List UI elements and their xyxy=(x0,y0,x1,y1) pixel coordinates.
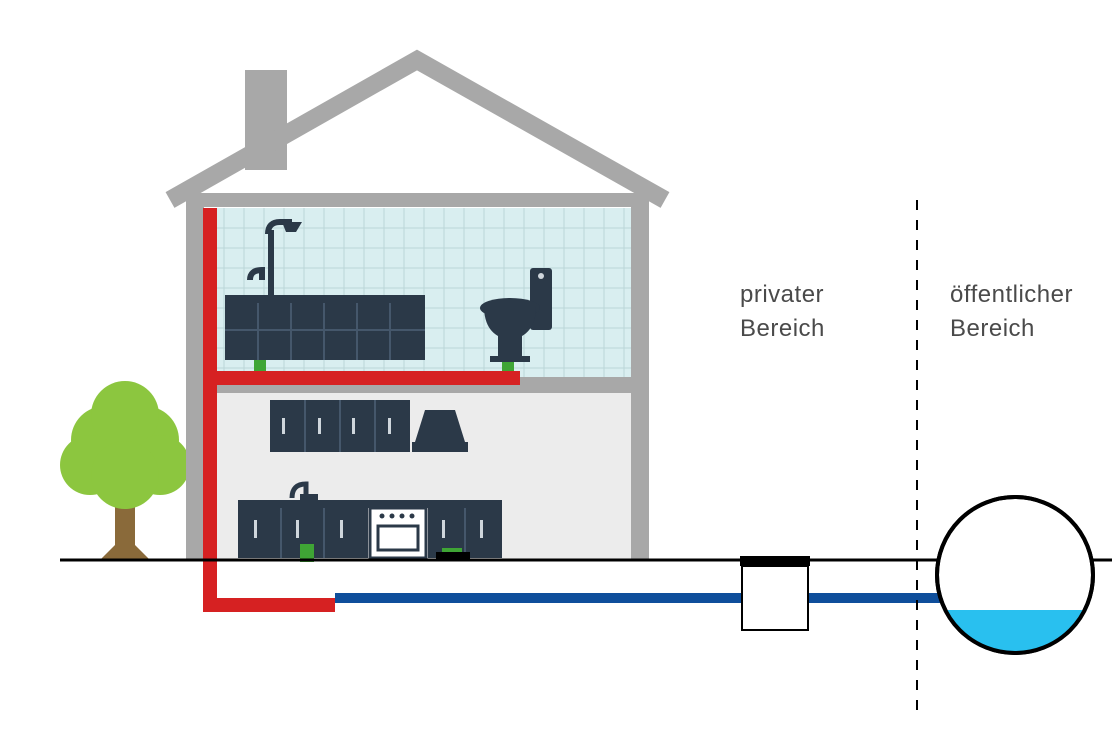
label-private: privater Bereich xyxy=(740,278,825,345)
label-public: öffentlicher Bereich xyxy=(950,278,1073,345)
label-public-line2: Bereich xyxy=(950,315,1035,342)
diagram-svg xyxy=(0,0,1112,746)
sewer-main xyxy=(937,497,1093,653)
label-public-line1: öffentlicher xyxy=(950,281,1073,308)
tree xyxy=(60,381,190,560)
inspection-shaft xyxy=(740,556,810,630)
label-private-line1: privater xyxy=(740,281,824,308)
label-private-line2: Bereich xyxy=(740,315,825,342)
